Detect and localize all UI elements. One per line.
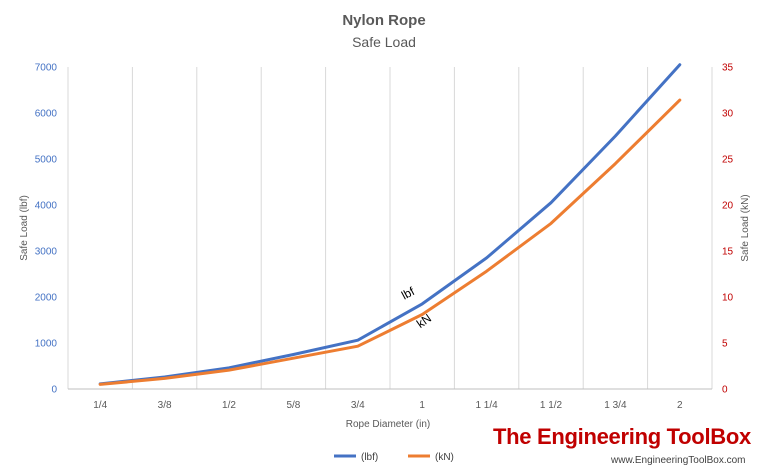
legend-label: (lbf) [361,452,378,463]
x-tick-label: 5/8 [286,400,300,411]
y-tick-label-left: 4000 [35,201,58,212]
watermark-url: www.EngineeringToolBox.com [611,455,746,466]
x-tick-label: 1 1/2 [540,400,563,411]
x-tick-label: 1 3/4 [604,400,627,411]
x-tick-label: 3/8 [158,400,172,411]
y-tick-label-left: 3000 [35,247,58,258]
y-tick-label-right: 5 [722,339,728,350]
annotation-kn: kN [414,311,434,331]
annotation-lbf: lbf [399,284,417,303]
x-tick-label: 1/4 [93,400,107,411]
y-tick-label-right: 25 [722,155,734,166]
x-tick-label: 1/2 [222,400,236,411]
series-line-kn [98,98,682,386]
legend: (lbf) (kN) [334,452,454,463]
legend-label: (kN) [435,452,454,463]
series-lines [98,63,682,386]
y-tick-label-left: 2000 [35,293,58,304]
x-tick-label: 1 [419,400,425,411]
y-tick-label-left: 0 [51,385,57,396]
x-axis: 1/4 3/8 1/2 5/8 3/4 1 1 1/4 1 1/2 1 3/4 2 [93,400,683,411]
y-tick-label-right: 30 [722,109,734,120]
y-tick-label-right: 35 [722,63,734,74]
y-tick-label-right: 20 [722,201,734,212]
y-axis-right: 0 5 10 15 20 25 30 35 [722,63,734,396]
y-axis-right-title: Safe Load (kN) [740,194,751,261]
chart-subtitle: Safe Load [352,34,416,50]
chart-title: Nylon Rope [342,12,425,29]
series-line-lbf [98,63,682,386]
y-axis-left: 0 1000 2000 3000 4000 5000 6000 7000 [35,63,58,396]
y-tick-label-left: 6000 [35,109,58,120]
y-axis-left-title: Safe Load (lbf) [19,195,30,261]
y-tick-label-left: 5000 [35,155,58,166]
y-tick-label-left: 7000 [35,63,58,74]
y-tick-label-right: 10 [722,293,734,304]
y-tick-label-right: 15 [722,247,734,258]
y-tick-label-left: 1000 [35,339,58,350]
x-tick-label: 2 [677,400,683,411]
x-tick-label: 3/4 [351,400,365,411]
y-tick-label-right: 0 [722,385,728,396]
gridlines [67,67,713,390]
x-tick-label: 1 1/4 [475,400,498,411]
watermark-brand: The Engineering ToolBox [493,424,751,449]
x-axis-title: Rope Diameter (in) [346,419,430,430]
